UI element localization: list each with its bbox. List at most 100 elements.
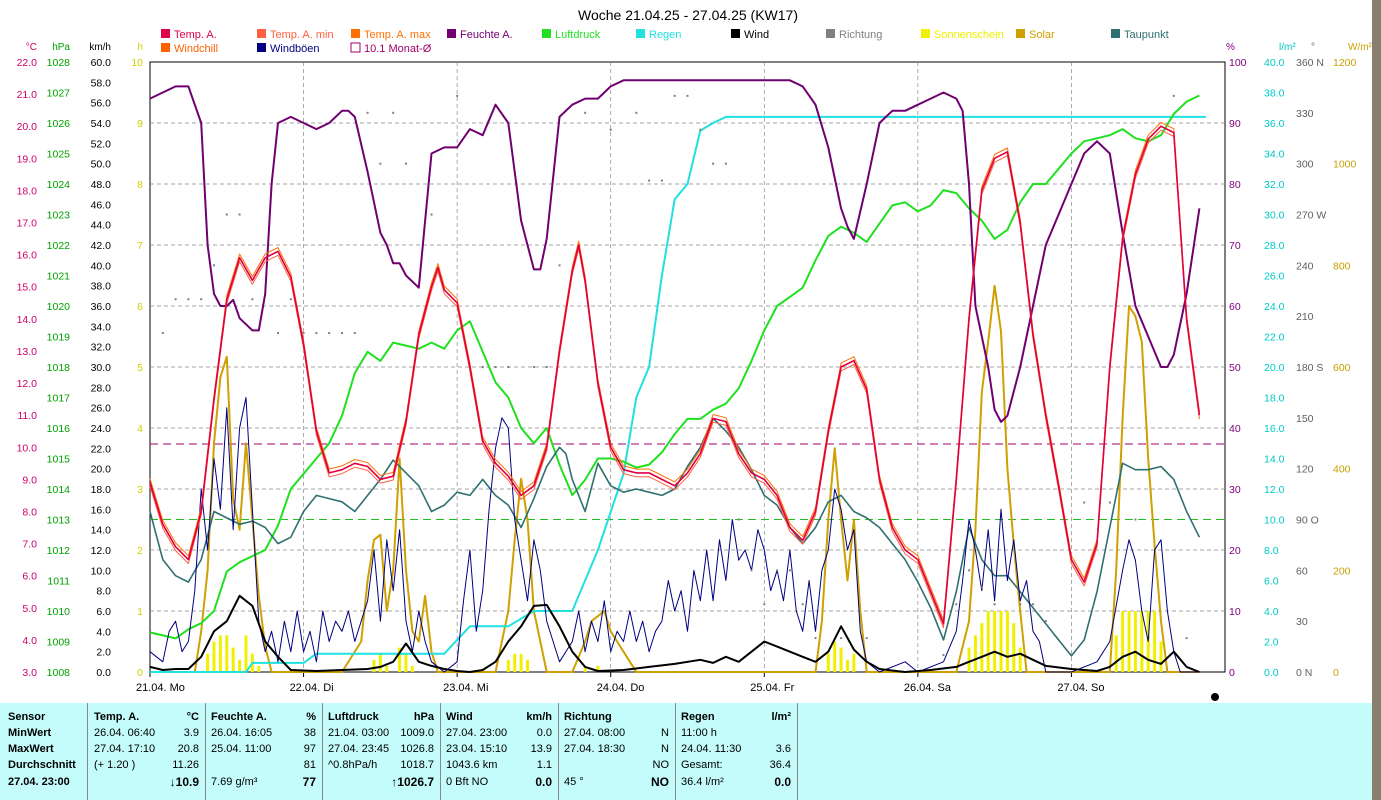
sunshine-bar — [257, 665, 261, 672]
axis-unit-right: ° — [1311, 42, 1315, 53]
tick-label-right: 2.0 — [1264, 637, 1279, 649]
legend-label: Taupunkt — [1124, 29, 1169, 41]
stats-value: 11.26 — [172, 759, 199, 771]
stats-unit: °C — [186, 711, 199, 723]
direction-dot — [584, 111, 587, 114]
tick-label-right: 12.0 — [1264, 484, 1285, 496]
tick-label-left: 1009 — [47, 637, 71, 649]
sunshine-bar — [973, 635, 977, 672]
direction-dot — [187, 298, 190, 301]
tick-label-right: 270 W — [1296, 210, 1326, 222]
stats-value: NO — [652, 759, 670, 771]
direction-dot — [737, 518, 740, 521]
series-feuchte-a- — [149, 79, 1201, 423]
sunshine-bar — [231, 647, 235, 672]
direction-dot — [276, 332, 279, 335]
direction-dot — [1108, 501, 1111, 504]
sunshine-bar — [826, 653, 830, 672]
sunshine-bar — [398, 647, 402, 672]
direction-dot — [942, 654, 945, 657]
direction-dot — [1083, 501, 1086, 504]
tick-label-left: 6.0 — [22, 571, 37, 583]
x-tick-label: 23.04. Mi — [443, 682, 488, 694]
tick-label-right: 600 — [1333, 362, 1351, 374]
tick-label-right: 120 — [1296, 464, 1314, 476]
direction-dot — [302, 332, 305, 335]
sunshine-bar — [218, 635, 222, 672]
x-tick-label: 26.04. Sa — [904, 682, 952, 694]
tick-label-left: 5 — [137, 362, 143, 374]
stats-current-value: 77 — [302, 775, 316, 789]
direction-dot — [1172, 94, 1175, 97]
stats-date: 27.04. 18:30 — [564, 743, 626, 755]
tick-label-left: 56.0 — [91, 98, 112, 110]
sunshine-bar — [212, 641, 216, 672]
stats-value: 3.9 — [183, 727, 199, 739]
direction-dot — [788, 569, 791, 572]
sunshine-bar — [980, 623, 984, 672]
stats-date: ^0.8hPa/h — [328, 759, 378, 771]
tick-label-left: 16.0 — [91, 504, 112, 516]
stats-current-value: 0.0 — [774, 775, 791, 789]
legend-label: Temp. A. — [174, 29, 217, 41]
tick-label-right: 210 — [1296, 311, 1314, 323]
legend-label: Luftdruck — [555, 29, 601, 41]
sunshine-bar — [513, 653, 517, 672]
sunshine-bar — [583, 665, 587, 672]
stats-current-label: 0 Bft NO — [446, 776, 489, 788]
sunshine-bar — [967, 647, 971, 672]
sunshine-bar — [845, 659, 849, 672]
direction-dot — [635, 111, 638, 114]
tick-label-left: 6.0 — [96, 606, 111, 618]
tick-label-left: 34.0 — [91, 321, 112, 333]
tick-label-left: 1027 — [47, 88, 71, 100]
stats-value: 36.4 — [769, 759, 791, 771]
stats-current-label: 45 ° — [564, 776, 584, 788]
tick-label-right: 20.0 — [1264, 362, 1285, 374]
direction-dot — [865, 637, 868, 640]
stats-value: N — [661, 743, 669, 755]
legend-swatch — [161, 29, 170, 38]
tick-label-right: 1000 — [1333, 159, 1357, 171]
tick-label-left: 9 — [137, 118, 143, 130]
direction-dot — [1032, 603, 1035, 606]
tick-label-right: 32.0 — [1264, 179, 1285, 191]
tick-label-left: 1023 — [47, 210, 71, 222]
tick-label-left: 10.0 — [91, 565, 112, 577]
window-edge — [1372, 0, 1381, 800]
tick-label-right: 60 — [1229, 301, 1241, 313]
tick-label-right: 30 — [1229, 484, 1241, 496]
sunshine-bar — [852, 653, 856, 672]
stats-unit: hPa — [413, 711, 434, 723]
direction-dot — [648, 179, 651, 182]
legend-swatch — [1016, 29, 1025, 38]
x-tick-label: 24.04. Do — [597, 682, 645, 694]
legend-label: Temp. A. max — [364, 29, 431, 41]
tick-label-right: 0 — [1229, 667, 1235, 679]
legend-swatch — [351, 29, 360, 38]
sunshine-bar — [1121, 611, 1125, 672]
stats-date: 26.04. 06:40 — [94, 727, 156, 739]
direction-dot — [212, 264, 215, 267]
legend-swatch — [542, 29, 551, 38]
direction-dot — [1185, 637, 1188, 640]
tick-label-left: 1008 — [47, 667, 71, 679]
stats-value: 97 — [303, 743, 316, 755]
tick-label-left: 8.0 — [96, 586, 111, 598]
legend-swatch — [350, 42, 361, 53]
stats-value: 1018.7 — [400, 759, 434, 771]
direction-dot — [532, 366, 535, 368]
tick-label-left: 7.0 — [22, 539, 37, 551]
axis-unit-right: W/m² — [1348, 42, 1372, 53]
series-wind — [149, 594, 1200, 673]
legend-label: Regen — [649, 29, 681, 41]
sunshine-bar — [206, 653, 210, 672]
x-tick-label: 21.04. Mo — [136, 682, 185, 694]
tick-label-left: 22.0 — [91, 443, 112, 455]
sunshine-bar — [410, 665, 414, 672]
direction-dot — [379, 162, 382, 165]
tick-label-left: 8 — [137, 179, 143, 191]
axis-unit-left: km/h — [89, 42, 111, 53]
direction-dot — [1134, 518, 1137, 521]
direction-dot — [174, 298, 177, 301]
